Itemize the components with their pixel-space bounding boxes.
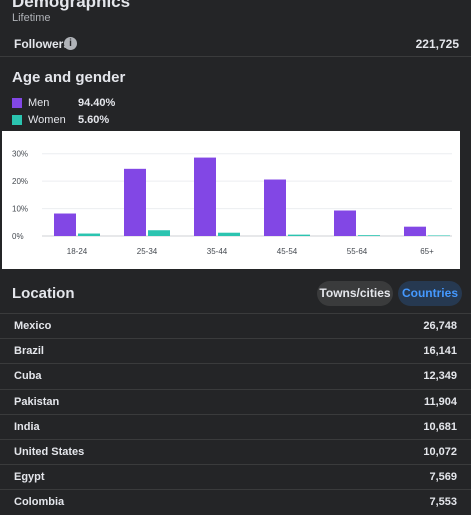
followers-label: Followers bbox=[14, 37, 71, 51]
x-tick-label: 65+ bbox=[420, 247, 434, 256]
location-row: Pakistan 11,904 bbox=[0, 388, 471, 415]
bar-men-45-54[interactable] bbox=[264, 179, 286, 236]
y-tick-label: 30% bbox=[12, 150, 28, 159]
chart-svg: 0% 10% 20% 30% 18-24 25-34 35-44 45-54 55-64 65+ bbox=[12, 150, 452, 256]
page-title: Demographics bbox=[12, 0, 131, 11]
bar-women-45-54[interactable] bbox=[288, 234, 310, 236]
location-row: Cuba 12,349 bbox=[0, 363, 471, 389]
legend-value: 5.60% bbox=[78, 114, 110, 127]
location-value: 10,681 bbox=[423, 420, 457, 433]
y-tick-label: 0% bbox=[12, 232, 24, 241]
tab-towns-cities[interactable]: Towns/cities bbox=[317, 281, 393, 306]
x-tick-label: 25-34 bbox=[137, 247, 158, 256]
location-value: 12,349 bbox=[423, 370, 457, 383]
location-value: 11,904 bbox=[423, 395, 457, 408]
bar-men-65+[interactable] bbox=[404, 226, 426, 236]
location-value: 16,141 bbox=[423, 345, 457, 358]
bar-women-55-64[interactable] bbox=[358, 235, 380, 236]
location-name: Mexico bbox=[14, 320, 52, 332]
location-title: Location bbox=[12, 285, 75, 302]
legend-label: Women bbox=[28, 114, 66, 127]
legend-value: 94.40% bbox=[78, 97, 116, 110]
location-name: Colombia bbox=[14, 496, 65, 509]
location-row: India 10,681 bbox=[0, 413, 471, 440]
bar-men-18-24[interactable] bbox=[54, 213, 76, 236]
bar-women-18-24[interactable] bbox=[78, 233, 100, 236]
location-row: United States 10,072 bbox=[0, 439, 471, 465]
y-tick-label: 10% bbox=[12, 205, 28, 214]
location-name: Cuba bbox=[14, 370, 42, 383]
location-name: United States bbox=[14, 446, 85, 458]
location-value: 26,748 bbox=[423, 320, 457, 332]
y-tick-label: 20% bbox=[12, 177, 28, 186]
location-row: Brazil 16,141 bbox=[0, 338, 471, 364]
bar-women-35-44[interactable] bbox=[218, 232, 240, 236]
location-row: Colombia 7,553 bbox=[0, 489, 471, 515]
x-tick-label: 45-54 bbox=[277, 247, 298, 256]
legend-label: Men bbox=[28, 97, 50, 110]
followers-row: Followers i 221,725 bbox=[0, 32, 471, 54]
tab-countries[interactable]: Countries bbox=[398, 281, 462, 306]
x-tick-label: 18-24 bbox=[67, 247, 88, 256]
location-value: 7,569 bbox=[429, 471, 457, 484]
location-name: India bbox=[14, 420, 40, 433]
location-value: 7,553 bbox=[429, 496, 457, 509]
location-value: 10,072 bbox=[423, 446, 457, 458]
location-name: Pakistan bbox=[14, 395, 60, 408]
divider bbox=[0, 56, 471, 57]
followers-value: 221,725 bbox=[415, 37, 459, 51]
x-tick-label: 55-64 bbox=[347, 247, 368, 256]
period-label: Lifetime bbox=[12, 12, 51, 24]
location-row: Mexico 26,748 bbox=[0, 313, 471, 339]
bar-women-65+[interactable] bbox=[428, 235, 450, 236]
bar-men-35-44[interactable] bbox=[194, 157, 216, 236]
age-gender-title: Age and gender bbox=[12, 69, 126, 86]
legend-swatch-women bbox=[12, 115, 22, 126]
bar-men-25-34[interactable] bbox=[124, 168, 146, 236]
bar-women-25-34[interactable] bbox=[148, 230, 170, 236]
legend-swatch-men bbox=[12, 98, 22, 109]
legend-item-men: Men 94.40% bbox=[12, 97, 115, 111]
location-name: Egypt bbox=[14, 471, 45, 484]
bar-men-55-64[interactable] bbox=[334, 210, 356, 237]
info-icon[interactable]: i bbox=[64, 37, 77, 50]
age-gender-chart: 0% 10% 20% 30% 18-24 25-34 35-44 45-54 55-64 65+ bbox=[2, 131, 460, 269]
location-name: Brazil bbox=[14, 345, 44, 358]
x-tick-label: 35-44 bbox=[207, 247, 228, 256]
location-row: Egypt 7,569 bbox=[0, 464, 471, 490]
legend-item-women: Women 5.60% bbox=[12, 114, 109, 128]
